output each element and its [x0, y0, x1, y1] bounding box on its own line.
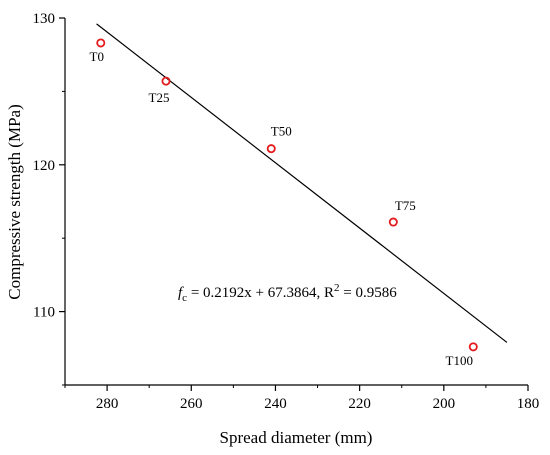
y-axis-title: Compressive strength (MPa) [5, 104, 24, 299]
equation-superscript: 2 [334, 282, 340, 294]
y-tick-label: 110 [33, 305, 55, 321]
equation-f: f [178, 285, 184, 301]
point-label-t100: T100 [446, 353, 473, 368]
y-tick-label: 130 [33, 11, 56, 27]
equation-label: fc = 0.2192x + 67.3864, R2 = 0.9586 [178, 282, 397, 304]
equation-end: = 0.9586 [340, 285, 398, 301]
x-tick-label: 280 [96, 396, 119, 412]
x-tick-label: 240 [264, 396, 287, 412]
point-label-t25: T25 [149, 90, 170, 105]
equation-subscript: c [182, 292, 187, 304]
data-point-labels: T0 T25 T50 T75 T100 [90, 49, 473, 368]
y-axis-ticks: 110 120 130 [33, 11, 65, 386]
data-point-t25 [161, 76, 171, 86]
point-label-t75: T75 [395, 198, 416, 213]
data-point-t100 [468, 342, 478, 352]
data-points [96, 38, 478, 352]
x-axis-ticks: 280 260 240 220 200 180 [64, 385, 540, 412]
x-tick-label: 220 [348, 396, 371, 412]
y-tick-label: 120 [33, 158, 56, 174]
data-point-t0 [96, 38, 106, 48]
x-tick-label: 260 [180, 396, 203, 412]
data-point-t75 [388, 217, 398, 227]
plot-frame [64, 18, 528, 386]
data-point-t50 [266, 144, 276, 154]
x-tick-label: 180 [517, 396, 540, 412]
x-tick-label: 200 [433, 396, 456, 412]
point-label-t50: T50 [271, 124, 292, 139]
x-axis-title: Spread diameter (mm) [220, 428, 373, 447]
point-label-t0: T0 [90, 49, 104, 64]
equation-middle: = 0.2192x + 67.3864, R [187, 285, 334, 301]
